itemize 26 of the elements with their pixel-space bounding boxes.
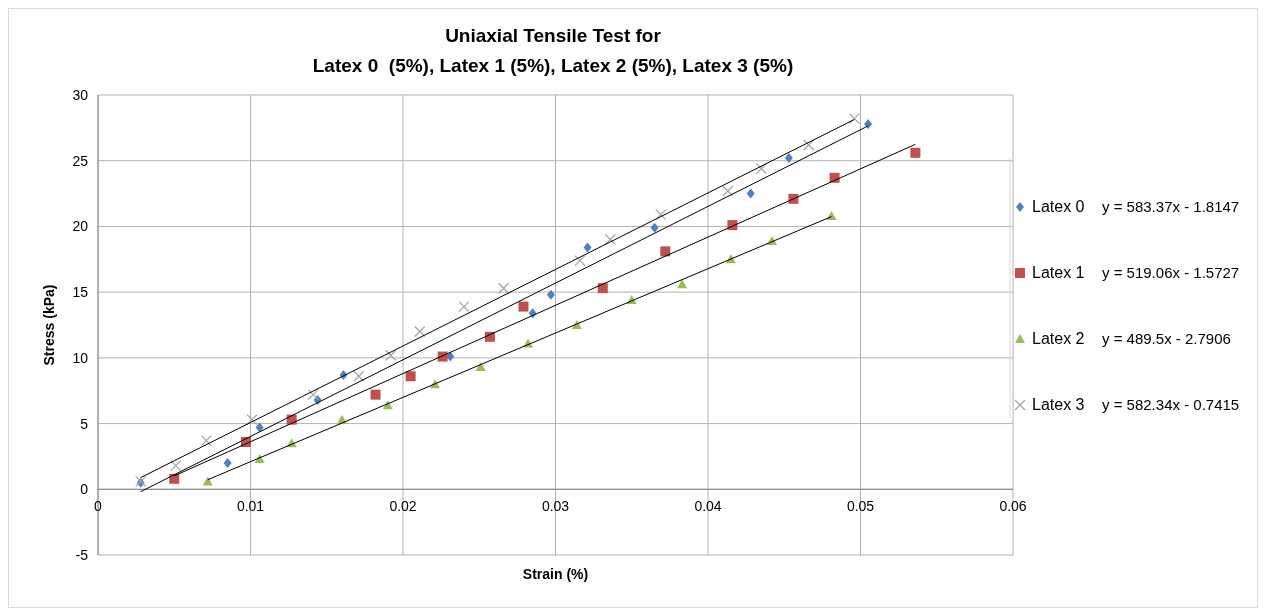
y-tick-label: 30 (72, 87, 89, 103)
text: y = 489.5x - 2.7906 (1102, 330, 1231, 347)
y-tick-label: 15 (72, 284, 89, 301)
y-tick-label: 0 (80, 481, 89, 498)
y-tick-label: 25 (72, 152, 89, 169)
x-tick-label: 0.04 (694, 498, 722, 515)
y-tick-label: 5 (80, 415, 89, 432)
x-tick-label: 0.01 (236, 498, 265, 515)
x-tick-label: 0.02 (389, 498, 417, 515)
text: y = 582.34x - 0.7415 (1102, 396, 1240, 413)
text: y = 519.06x - 1.5727 (1102, 264, 1240, 281)
text: y = 583.37x - 1.8147 (1102, 198, 1240, 215)
y-tick-label: -5 (75, 547, 89, 563)
y-tick-label: 10 (72, 349, 89, 366)
x-axis-title: Strain (%) (522, 566, 589, 582)
x-tick-label: 0.05 (846, 498, 875, 515)
y-tick-label: 20 (72, 218, 89, 235)
x-tick-label: 0.06 (999, 498, 1027, 515)
chart-title: Uniaxial Tensile Test for Latex 0 (5%), Latex 1 (5%), Latex 2 (5%), Latex 3 (5%) (312, 25, 794, 76)
legend-label: Latex 2 (1032, 330, 1085, 347)
y-axis-title: Stress (kPa) (41, 284, 57, 366)
legend-label: Latex 0 (1032, 198, 1085, 215)
legend-label: Latex 3 (1032, 396, 1085, 413)
x-tick-label: 0.03 (541, 498, 570, 515)
x-tick-label: 0 (94, 498, 103, 515)
legend-label: Latex 1 (1032, 264, 1085, 281)
